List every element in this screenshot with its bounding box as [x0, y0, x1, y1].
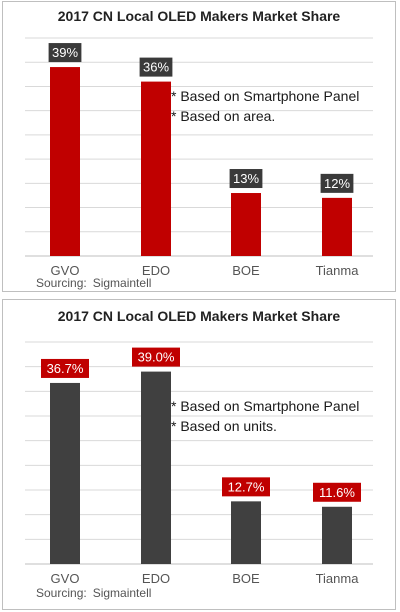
chart-panel-area: 39% GVO 36% EDO 13% BOE 12% Tianma 2017 CN Loca… [2, 1, 396, 292]
category-label: BOE [232, 571, 260, 586]
note-line: * Based on area. [171, 108, 276, 124]
note-line: * Based on Smartphone Panel [171, 398, 360, 414]
category-label: BOE [232, 263, 260, 278]
source-credit: Sourcing: Sigmaintell [36, 586, 157, 600]
bar [141, 81, 171, 256]
bar [322, 506, 352, 564]
bar [322, 197, 352, 256]
category-label: EDO [142, 571, 170, 586]
source-name: Sigmaintell [92, 276, 152, 290]
data-label: 13% [233, 171, 259, 186]
bar-chart-units: 36.7% GVO 39.0% EDO 12.7% BOE 11.6% Tianma [25, 341, 373, 586]
category-label: GVO [51, 571, 80, 586]
data-label-box [139, 57, 173, 77]
source-label: Sourcing: [36, 276, 87, 290]
data-label: 11.6% [319, 485, 355, 500]
data-label: 39% [52, 45, 78, 60]
category-label: GVO [51, 263, 80, 278]
data-label: 36.7% [47, 361, 84, 376]
source-credit: Sourcing: Sigmaintell [36, 276, 157, 290]
note-line: * Based on Smartphone Panel [171, 88, 360, 104]
category-label: Tianma [316, 263, 360, 278]
data-label: 12% [324, 176, 350, 191]
data-label-box [229, 169, 263, 189]
category-label: Tianma [316, 571, 360, 586]
chart-title: 2017 CN Local OLED Makers Market Share [57, 8, 341, 24]
category-label: EDO [142, 263, 170, 278]
data-label-box [222, 477, 270, 497]
data-label-box [48, 43, 82, 63]
note-line: * Based on units. [171, 418, 277, 434]
data-label: 39.0% [138, 350, 175, 365]
bar [50, 382, 80, 564]
bar [231, 501, 261, 564]
bar [141, 371, 171, 564]
bar [231, 193, 261, 256]
data-label-box [313, 482, 361, 502]
data-label: 12.7% [228, 479, 265, 494]
data-label: 36% [143, 60, 169, 75]
chart-title: 2017 CN Local OLED Makers Market Share [57, 308, 341, 324]
chart-notes: * Based on Smartphone Panel * Based on a… [171, 86, 359, 126]
data-label-box [320, 173, 354, 193]
data-label-box [41, 358, 89, 378]
source-name: Sigmaintell [92, 586, 152, 600]
source-label: Sourcing: [36, 586, 87, 600]
bar [50, 67, 80, 256]
chart-notes: * Based on Smartphone Panel * Based on u… [171, 396, 359, 436]
chart-panel-units: 36.7% GVO 39.0% EDO 12.7% BOE 11.6% Tianma 2017… [2, 299, 396, 610]
bar-chart-area: 39% GVO 36% EDO 13% BOE 12% Tianma [25, 37, 373, 278]
data-label-box [132, 347, 180, 367]
